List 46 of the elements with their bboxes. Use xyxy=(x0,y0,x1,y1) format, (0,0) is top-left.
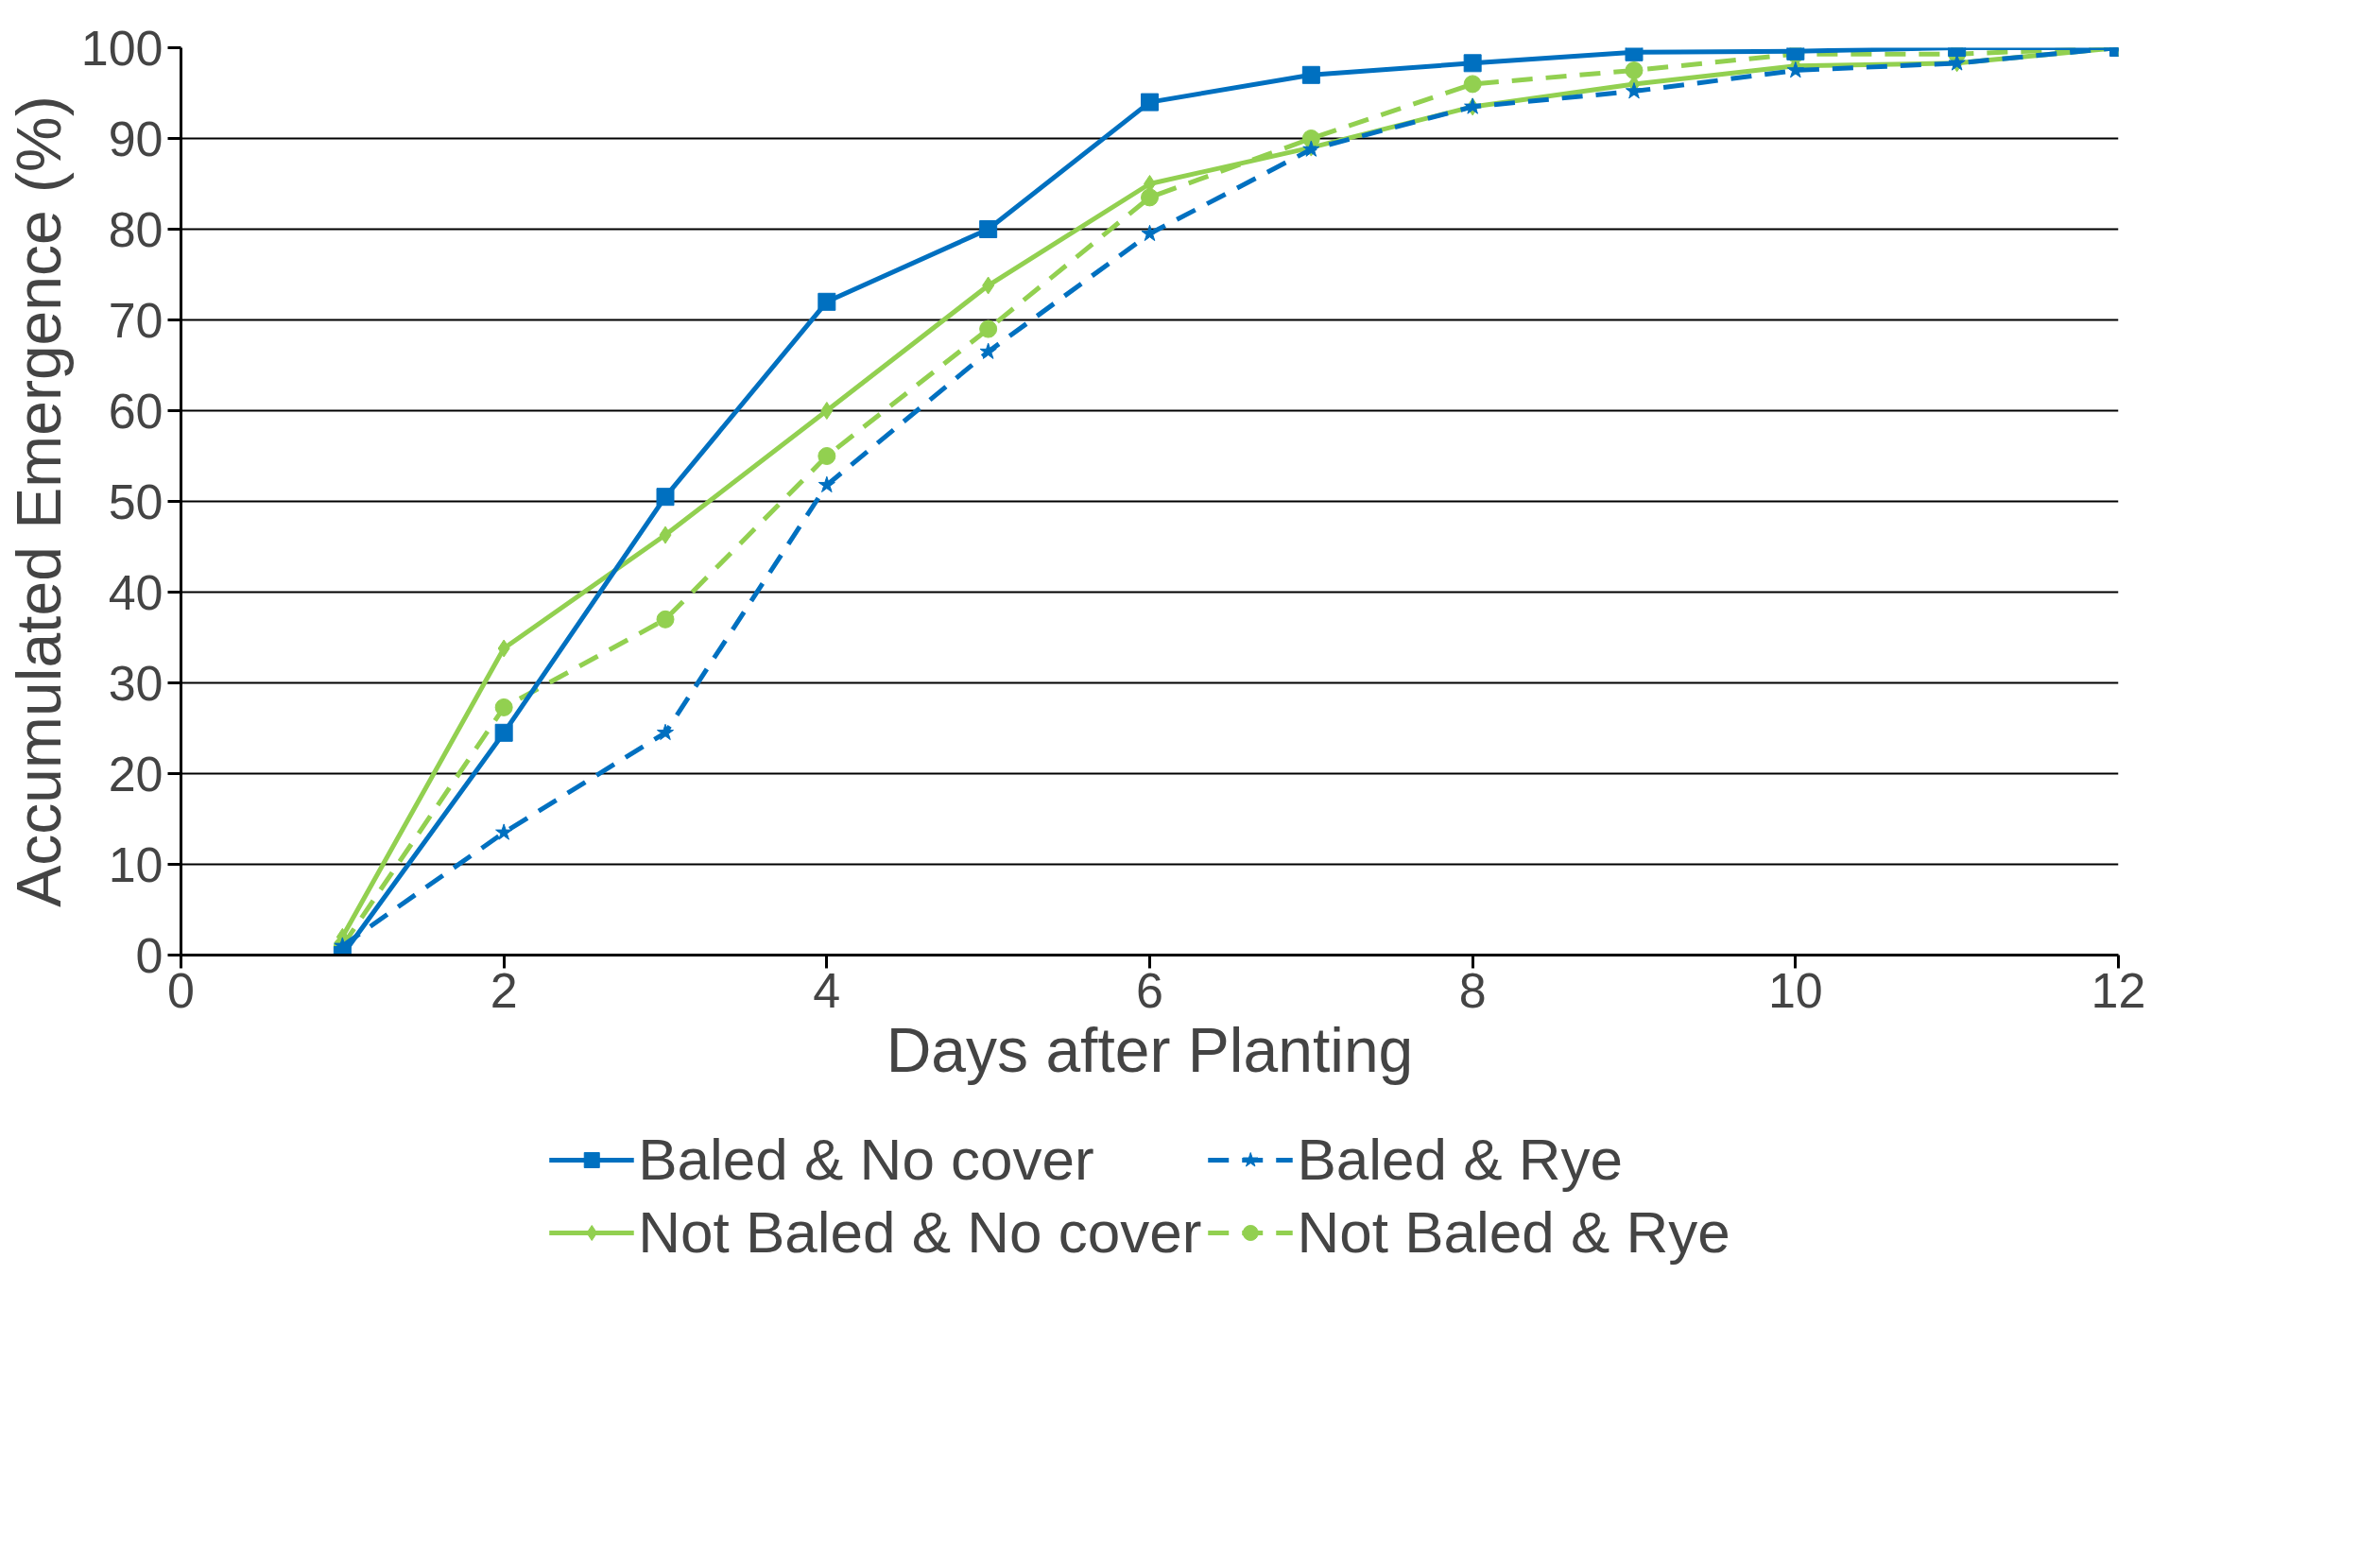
point xyxy=(979,319,998,338)
y-tick-label: 90 xyxy=(108,111,164,166)
point xyxy=(1141,93,1159,112)
y-tick-label: 50 xyxy=(108,474,164,529)
x-tick-label: 4 xyxy=(813,962,841,1018)
point xyxy=(656,488,675,507)
point xyxy=(497,639,510,658)
y-tick-label: 40 xyxy=(108,564,164,620)
y-tick-label: 80 xyxy=(108,201,164,257)
point xyxy=(1463,54,1482,73)
point xyxy=(818,475,835,492)
point xyxy=(494,723,513,742)
point xyxy=(979,342,997,359)
y-axis-title: Accumulated Emergence (%) xyxy=(3,95,74,907)
point xyxy=(1786,61,1804,78)
point xyxy=(659,526,672,544)
y-tick-label: 30 xyxy=(108,655,164,711)
point xyxy=(820,402,834,420)
point xyxy=(1301,65,1320,84)
point xyxy=(1141,188,1159,207)
x-tick-label: 10 xyxy=(1767,962,1823,1018)
legend-label: Not Baled & No cover xyxy=(638,1198,1202,1266)
y-tick-label: 20 xyxy=(108,746,164,801)
y-tick-label: 100 xyxy=(80,20,164,76)
point xyxy=(1625,82,1644,99)
point xyxy=(1141,224,1159,242)
legend-label: Baled & No cover xyxy=(638,1126,1094,1193)
point xyxy=(1463,75,1482,94)
point xyxy=(656,723,675,741)
y-tick-label: 60 xyxy=(108,383,164,439)
point xyxy=(494,698,513,716)
point xyxy=(1625,61,1644,79)
point xyxy=(818,292,836,311)
point xyxy=(982,276,995,295)
x-tick-label: 8 xyxy=(1458,962,1487,1018)
x-tick-label: 12 xyxy=(2091,962,2146,1018)
point xyxy=(495,823,513,840)
legend-label: Not Baled & Rye xyxy=(1297,1198,1730,1266)
y-tick-label: 0 xyxy=(135,927,164,983)
point xyxy=(979,220,998,238)
y-tick-label: 10 xyxy=(108,836,164,892)
point xyxy=(656,610,675,629)
point xyxy=(818,447,836,465)
legend-label: Baled & Rye xyxy=(1297,1126,1625,1193)
y-tick-label: 70 xyxy=(108,292,164,348)
x-tick-label: 2 xyxy=(490,962,518,1018)
